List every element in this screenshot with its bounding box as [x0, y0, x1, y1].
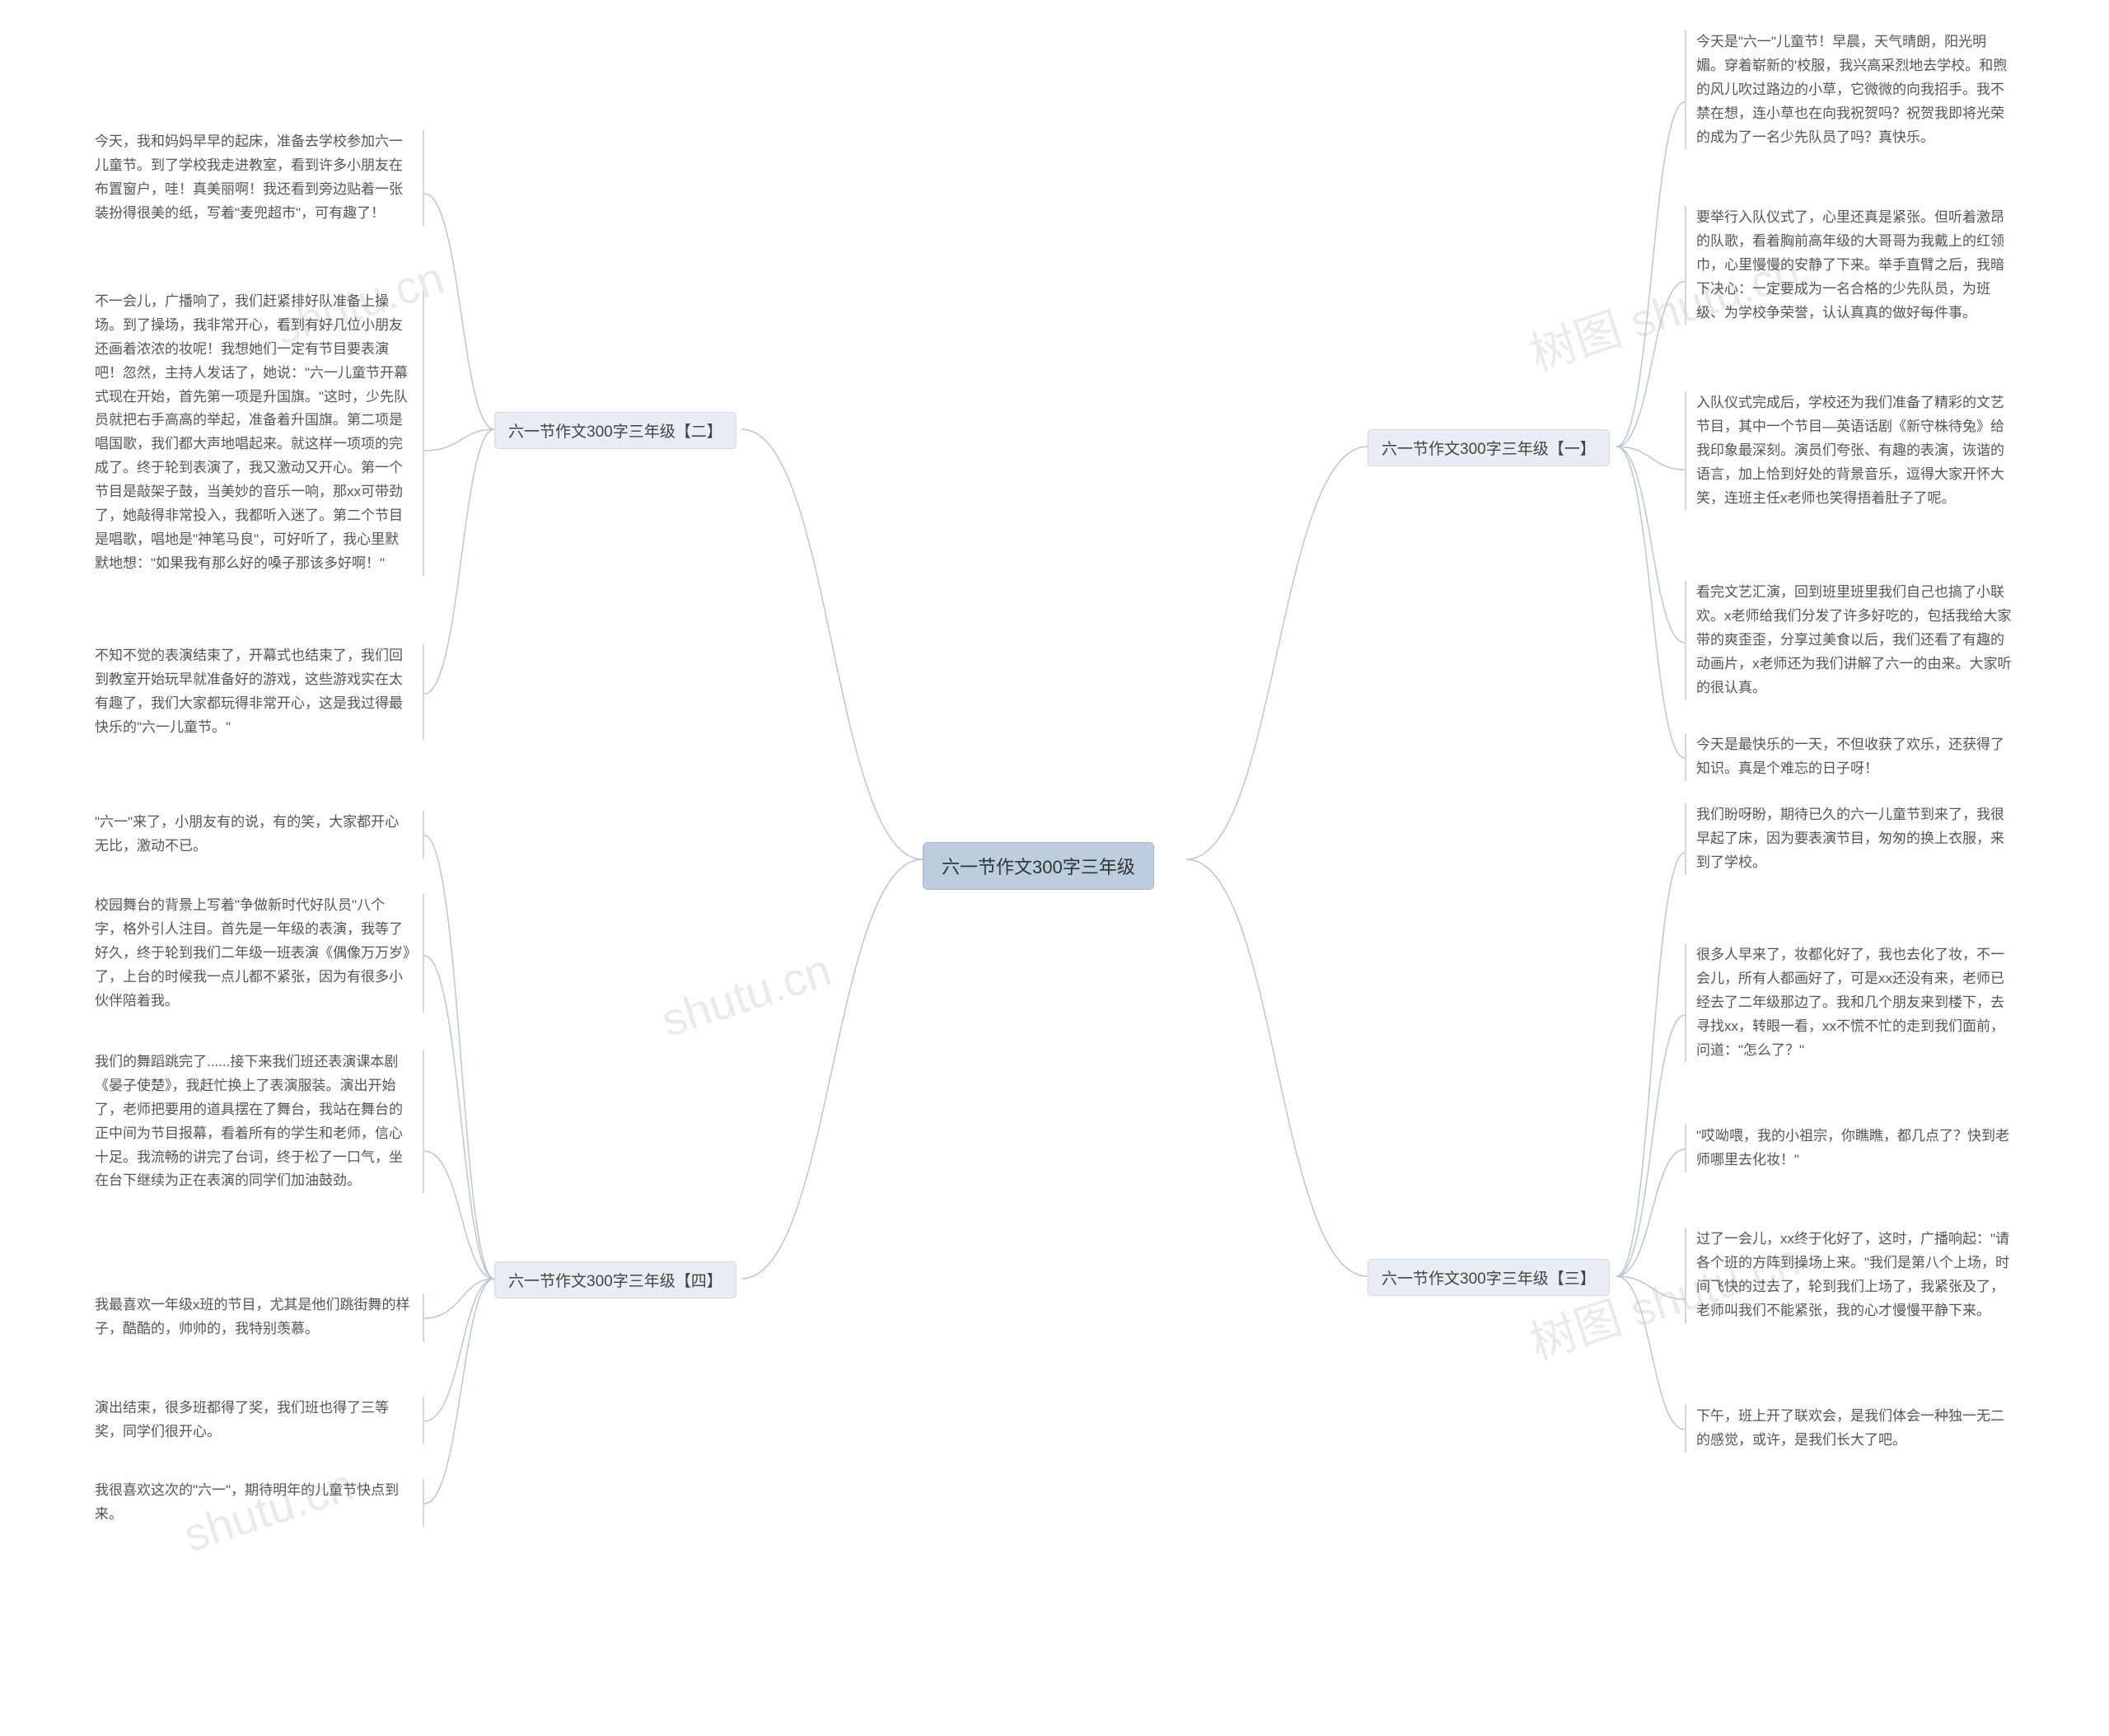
mindmap-root[interactable]: 六一节作文300字三年级	[923, 842, 1154, 890]
leaf-two-1: 不一会儿，广播响了，我们赶紧排好队准备上操场。到了操场，我非常开心，看到有好几位…	[95, 290, 424, 576]
leaf-three-3: 过了一会儿，xx终于化好了，这时，广播响起："请各个班的方阵到操场上来。"我们是…	[1685, 1228, 2014, 1323]
leaf-three-1: 很多人早来了，妆都化好了，我也去化了妆，不一会儿，所有人都画好了，可是xx还没有…	[1685, 943, 2014, 1062]
leaf-one-2: 入队仪式完成后，学校还为我们准备了精彩的文艺节目，其中一个节目—英语话剧《新守株…	[1685, 391, 2014, 510]
leaf-three-0: 我们盼呀盼，期待已久的六一儿童节到来了，我很早起了床，因为要表演节目，匆匆的换上…	[1685, 803, 2014, 875]
branch-four[interactable]: 六一节作文300字三年级【四】	[494, 1261, 737, 1298]
leaf-two-0: 今天，我和妈妈早早的起床，准备去学校参加六一儿童节。到了学校我走进教室，看到许多…	[95, 130, 424, 226]
leaf-three-2: "哎呦喂，我的小祖宗，你瞧瞧，都几点了？快到老师哪里去化妆！"	[1685, 1125, 2014, 1172]
branch-three[interactable]: 六一节作文300字三年级【三】	[1368, 1259, 1610, 1296]
leaf-four-3: 我最喜欢一年级x班的节目，尤其是他们跳街舞的样子，酷酷的，帅帅的，我特别羡慕。	[95, 1294, 424, 1341]
leaf-one-0: 今天是"六一"儿童节！早晨，天气晴朗，阳光明媚。穿着崭新的'校服，我兴高采烈地去…	[1685, 30, 2014, 149]
watermark: shutu.cn	[655, 943, 837, 1047]
leaf-four-5: 我很喜欢这次的"六一"，期待明年的儿童节快点到来。	[95, 1479, 424, 1527]
leaf-four-4: 演出结束，很多班都得了奖，我们班也得了三等奖，同学们很开心。	[95, 1397, 424, 1444]
branch-one[interactable]: 六一节作文300字三年级【一】	[1368, 429, 1610, 466]
leaf-two-2: 不知不觉的表演结束了，开幕式也结束了，我们回到教室开始玩早就准备好的游戏，这些游…	[95, 644, 424, 740]
leaf-three-4: 下午，班上开了联欢会，是我们体会一种独一无二的感觉，或许，是我们长大了吧。	[1685, 1405, 2014, 1453]
leaf-four-0: "六一"来了，小朋友有的说，有的笑，大家都开心无比，激动不已。	[95, 811, 424, 859]
branch-two[interactable]: 六一节作文300字三年级【二】	[494, 412, 737, 449]
leaf-one-4: 今天是最快乐的一天，不但收获了欢乐，还获得了知识。真是个难忘的日子呀！	[1685, 733, 2014, 781]
leaf-four-2: 我们的舞蹈跳完了......接下来我们班还表演课本剧《晏子使楚》，我赶忙换上了表…	[95, 1050, 424, 1193]
leaf-one-3: 看完文艺汇演，回到班里班里我们自己也搞了小联欢。x老师给我们分发了许多好吃的，包…	[1685, 581, 2014, 700]
leaf-four-1: 校园舞台的背景上写着"争做新时代好队员"八个字，格外引人注目。首先是一年级的表演…	[95, 894, 424, 1013]
leaf-one-1: 要举行入队仪式了，心里还真是紧张。但听着激昂的队歌，看着胸前高年级的大哥哥为我戴…	[1685, 206, 2014, 325]
